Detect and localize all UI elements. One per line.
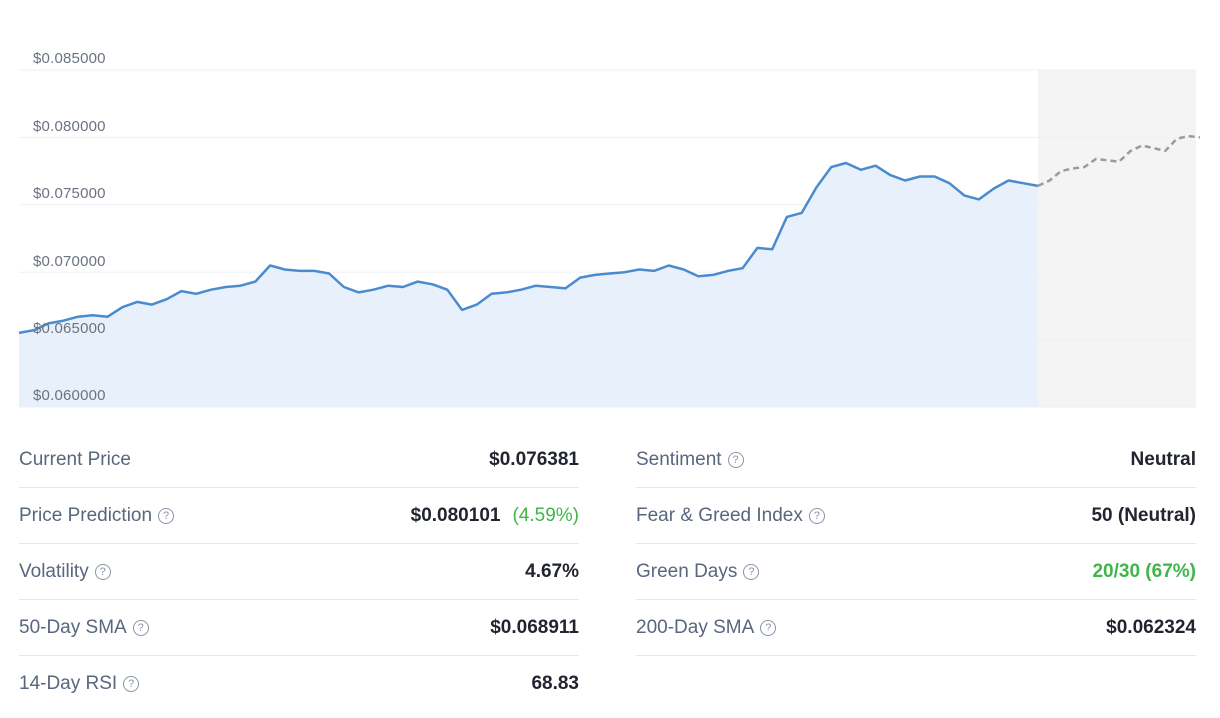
help-icon[interactable]: ? [158,507,175,524]
stat-label-text: 14-Day RSI [19,673,118,694]
stat-label: Green Days? [636,560,760,583]
stat-value: $0.068911 [490,617,579,639]
stat-row-200-day-sma: 200-Day SMA? $0.062324 [636,600,1196,656]
stat-row-green-days: Green Days? 20/30 (67%) [636,544,1196,600]
history-line [18,161,1039,335]
price-chart[interactable]: $0.085000 $0.080000 $0.075000 $0.070000 … [0,0,1220,420]
price-prediction-value: $0.080101 [410,504,501,526]
y-tick-label: $0.085000 [33,50,106,67]
stat-label-text: Price Prediction [19,504,153,526]
stat-value: $0.076381 [489,449,579,471]
stat-value: 68.83 [531,673,579,695]
stat-label: Current Price [19,449,131,471]
forecast-line [1037,134,1201,188]
history-area [19,163,1038,407]
stat-row-current-price: Current Price $0.076381 [19,432,579,488]
sma-50-value: $0.068911 [490,616,579,638]
stat-label: 14-Day RSI? [19,673,140,695]
stat-label: 200-Day SMA? [636,616,777,639]
help-icon[interactable]: ? [132,619,149,636]
stat-row-50-day-sma: 50-Day SMA? $0.068911 [19,600,579,656]
stat-label-text: Sentiment [636,448,722,470]
stat-label-text: Green Days [636,560,738,582]
y-tick-label: $0.065000 [33,320,106,337]
help-icon[interactable]: ? [743,563,760,580]
stat-row-price-prediction: Price Prediction? $0.080101 (4.59%) [19,488,579,544]
stat-label: Price Prediction? [19,504,175,527]
stat-row-volatility: Volatility? 4.67% [19,544,579,600]
help-icon[interactable]: ? [727,451,744,468]
help-icon[interactable]: ? [94,563,111,580]
price-prediction-change: (4.59%) [512,504,579,526]
stat-label-text: Volatility [19,560,89,582]
stats-left-column: Current Price $0.076381 Price Prediction… [19,432,579,712]
green-days-value: 20/30 (67%) [1092,560,1196,582]
y-tick-label: $0.075000 [33,185,106,202]
fear-greed-value: 50 (Neutral) [1091,504,1196,526]
stat-row-14-day-rsi: 14-Day RSI? 68.83 [19,656,579,712]
stat-value: $0.080101 (4.59%) [411,505,579,527]
stat-label-text: 50-Day SMA [19,616,127,638]
stat-label: Sentiment? [636,449,744,471]
stats-right-column: Sentiment? Neutral Fear & Greed Index? 5… [636,432,1196,656]
stat-value: 4.67% [525,561,579,583]
stat-row-fear-greed-index: Fear & Greed Index? 50 (Neutral) [636,488,1196,544]
y-tick-label: $0.060000 [33,387,106,404]
current-price-value: $0.076381 [489,448,579,470]
help-icon[interactable]: ? [123,676,140,692]
stat-label: 50-Day SMA? [19,617,149,639]
help-icon[interactable]: ? [760,619,777,636]
stat-label-text: 200-Day SMA [636,616,755,638]
stat-row-sentiment: Sentiment? Neutral [636,432,1196,488]
volatility-value: 4.67% [525,560,579,582]
help-icon[interactable]: ? [808,507,825,524]
forecast-region [1038,70,1196,407]
rsi-14-value: 68.83 [531,673,579,694]
sentiment-value: Neutral [1130,448,1196,470]
sma-200-value: $0.062324 [1106,616,1196,638]
stat-label: Volatility? [19,561,111,583]
stat-label: Fear & Greed Index? [636,505,825,527]
y-tick-label: $0.080000 [33,118,106,135]
y-tick-label: $0.070000 [33,253,106,270]
price-chart-plot[interactable] [0,0,1220,420]
stat-label-text: Current Price [19,448,131,470]
stat-label-text: Fear & Greed Index [636,504,803,526]
